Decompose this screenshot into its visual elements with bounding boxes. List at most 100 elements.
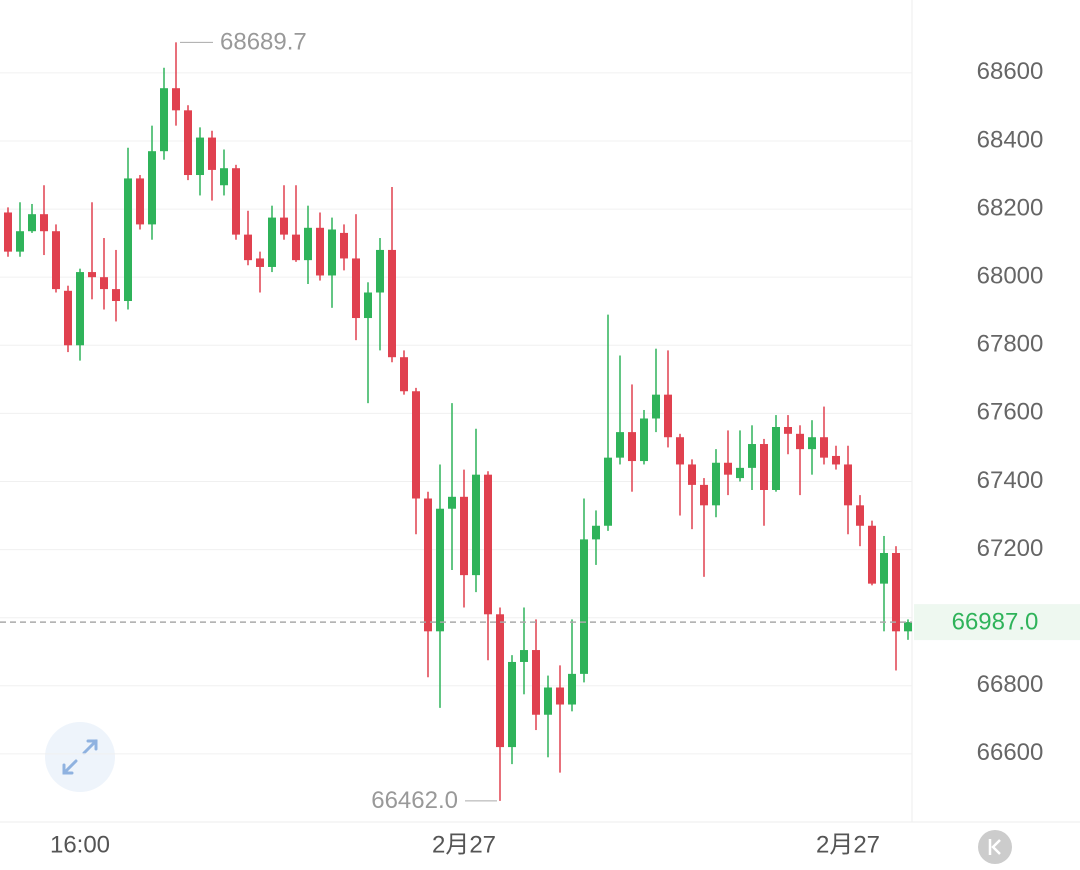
candle-body: [712, 462, 720, 506]
candle-body: [868, 525, 876, 584]
candle-body: [676, 437, 684, 465]
candle-body: [88, 272, 96, 278]
candle-body: [640, 418, 648, 462]
candle-body: [736, 467, 744, 479]
candle-body: [856, 505, 864, 526]
candle-body: [148, 151, 156, 225]
y-tick-label: 67200: [977, 535, 1044, 562]
candle-body: [328, 229, 336, 276]
candle-body: [124, 178, 132, 302]
candle-body: [904, 622, 912, 632]
candle-body: [184, 110, 192, 176]
candle-body: [52, 231, 60, 290]
y-tick-label: 68000: [977, 263, 1044, 290]
collapse-button[interactable]: [978, 830, 1012, 864]
candle-body: [16, 231, 24, 252]
candle-body: [580, 539, 588, 674]
last-price-box: [914, 604, 1080, 641]
candle-body: [400, 357, 408, 392]
candle-body: [280, 217, 288, 235]
candle-body: [76, 272, 84, 346]
x-tick-label: 16:00: [50, 831, 110, 858]
candle-body: [592, 525, 600, 540]
x-tick-label: 2月27: [816, 831, 880, 858]
candle-body: [352, 258, 360, 319]
candle-body: [832, 455, 840, 465]
candle-body: [424, 498, 432, 632]
x-tick-label: 2月27: [432, 831, 496, 858]
collapse-circle[interactable]: [978, 830, 1012, 864]
candle-body: [748, 444, 756, 468]
candle-body: [64, 290, 72, 346]
y-tick-label: 67400: [977, 467, 1044, 494]
candle-body: [700, 484, 708, 506]
candle-body: [388, 249, 396, 358]
candle-body: [760, 444, 768, 490]
expand-circle[interactable]: [45, 722, 115, 792]
candle-body: [568, 673, 576, 705]
y-tick-label: 68200: [977, 194, 1044, 221]
expand-button[interactable]: [45, 722, 115, 792]
candle-body: [112, 289, 120, 302]
candle-body: [616, 432, 624, 458]
candle-body: [628, 432, 636, 462]
expand-icon[interactable]: [62, 739, 98, 775]
candle-body: [508, 661, 516, 748]
candle-body: [100, 277, 108, 290]
candle-body: [376, 249, 384, 293]
candle-body: [208, 137, 216, 170]
candle-body: [40, 214, 48, 232]
candle-body: [772, 427, 780, 490]
low-marker-label: 66462.0: [371, 787, 458, 814]
candle-body: [796, 433, 804, 450]
candle-body: [820, 437, 828, 458]
candle-body: [412, 391, 420, 499]
y-tick-label: 66600: [977, 739, 1044, 766]
candle-body: [28, 214, 36, 232]
candle-body: [664, 394, 672, 438]
candle-body: [544, 687, 552, 715]
candle-body: [556, 687, 564, 705]
y-tick-label: 68400: [977, 126, 1044, 153]
candle-body: [808, 437, 816, 450]
candle-body: [724, 462, 732, 475]
candle-body: [892, 552, 900, 632]
candle-body: [652, 394, 660, 419]
y-tick-label: 68600: [977, 58, 1044, 85]
candle-body: [160, 88, 168, 152]
y-tick-label: 67600: [977, 399, 1044, 426]
candle-body: [196, 137, 204, 176]
candle-body: [244, 234, 252, 261]
candle-body: [784, 427, 792, 434]
candle-body: [4, 212, 12, 252]
candle-body: [520, 650, 528, 662]
collapse-icon[interactable]: [988, 839, 1001, 855]
candle-body: [172, 88, 180, 111]
candle-body: [688, 464, 696, 485]
y-tick-label: 66800: [977, 671, 1044, 698]
last-price-label: 66987.0: [952, 608, 1039, 635]
candle-body: [304, 227, 312, 261]
candle-body: [532, 650, 540, 715]
candle-body: [472, 474, 480, 576]
candle-body: [292, 234, 300, 261]
candle-body: [364, 292, 372, 319]
candle-body: [604, 457, 612, 526]
candle-body: [256, 258, 264, 267]
candle-body: [232, 168, 240, 235]
candle-body: [220, 168, 228, 186]
candle-body: [844, 464, 852, 506]
high-marker-label: 68689.7: [220, 29, 307, 56]
candle-body: [316, 227, 324, 276]
candle-body: [268, 217, 276, 267]
candle-body: [448, 496, 456, 509]
y-tick-label: 67800: [977, 331, 1044, 358]
candle-body: [496, 614, 504, 748]
candle-body: [340, 232, 348, 259]
candle-body: [880, 552, 888, 584]
candle-body: [136, 178, 144, 225]
candle-body: [436, 508, 444, 632]
candle-body: [460, 496, 468, 576]
